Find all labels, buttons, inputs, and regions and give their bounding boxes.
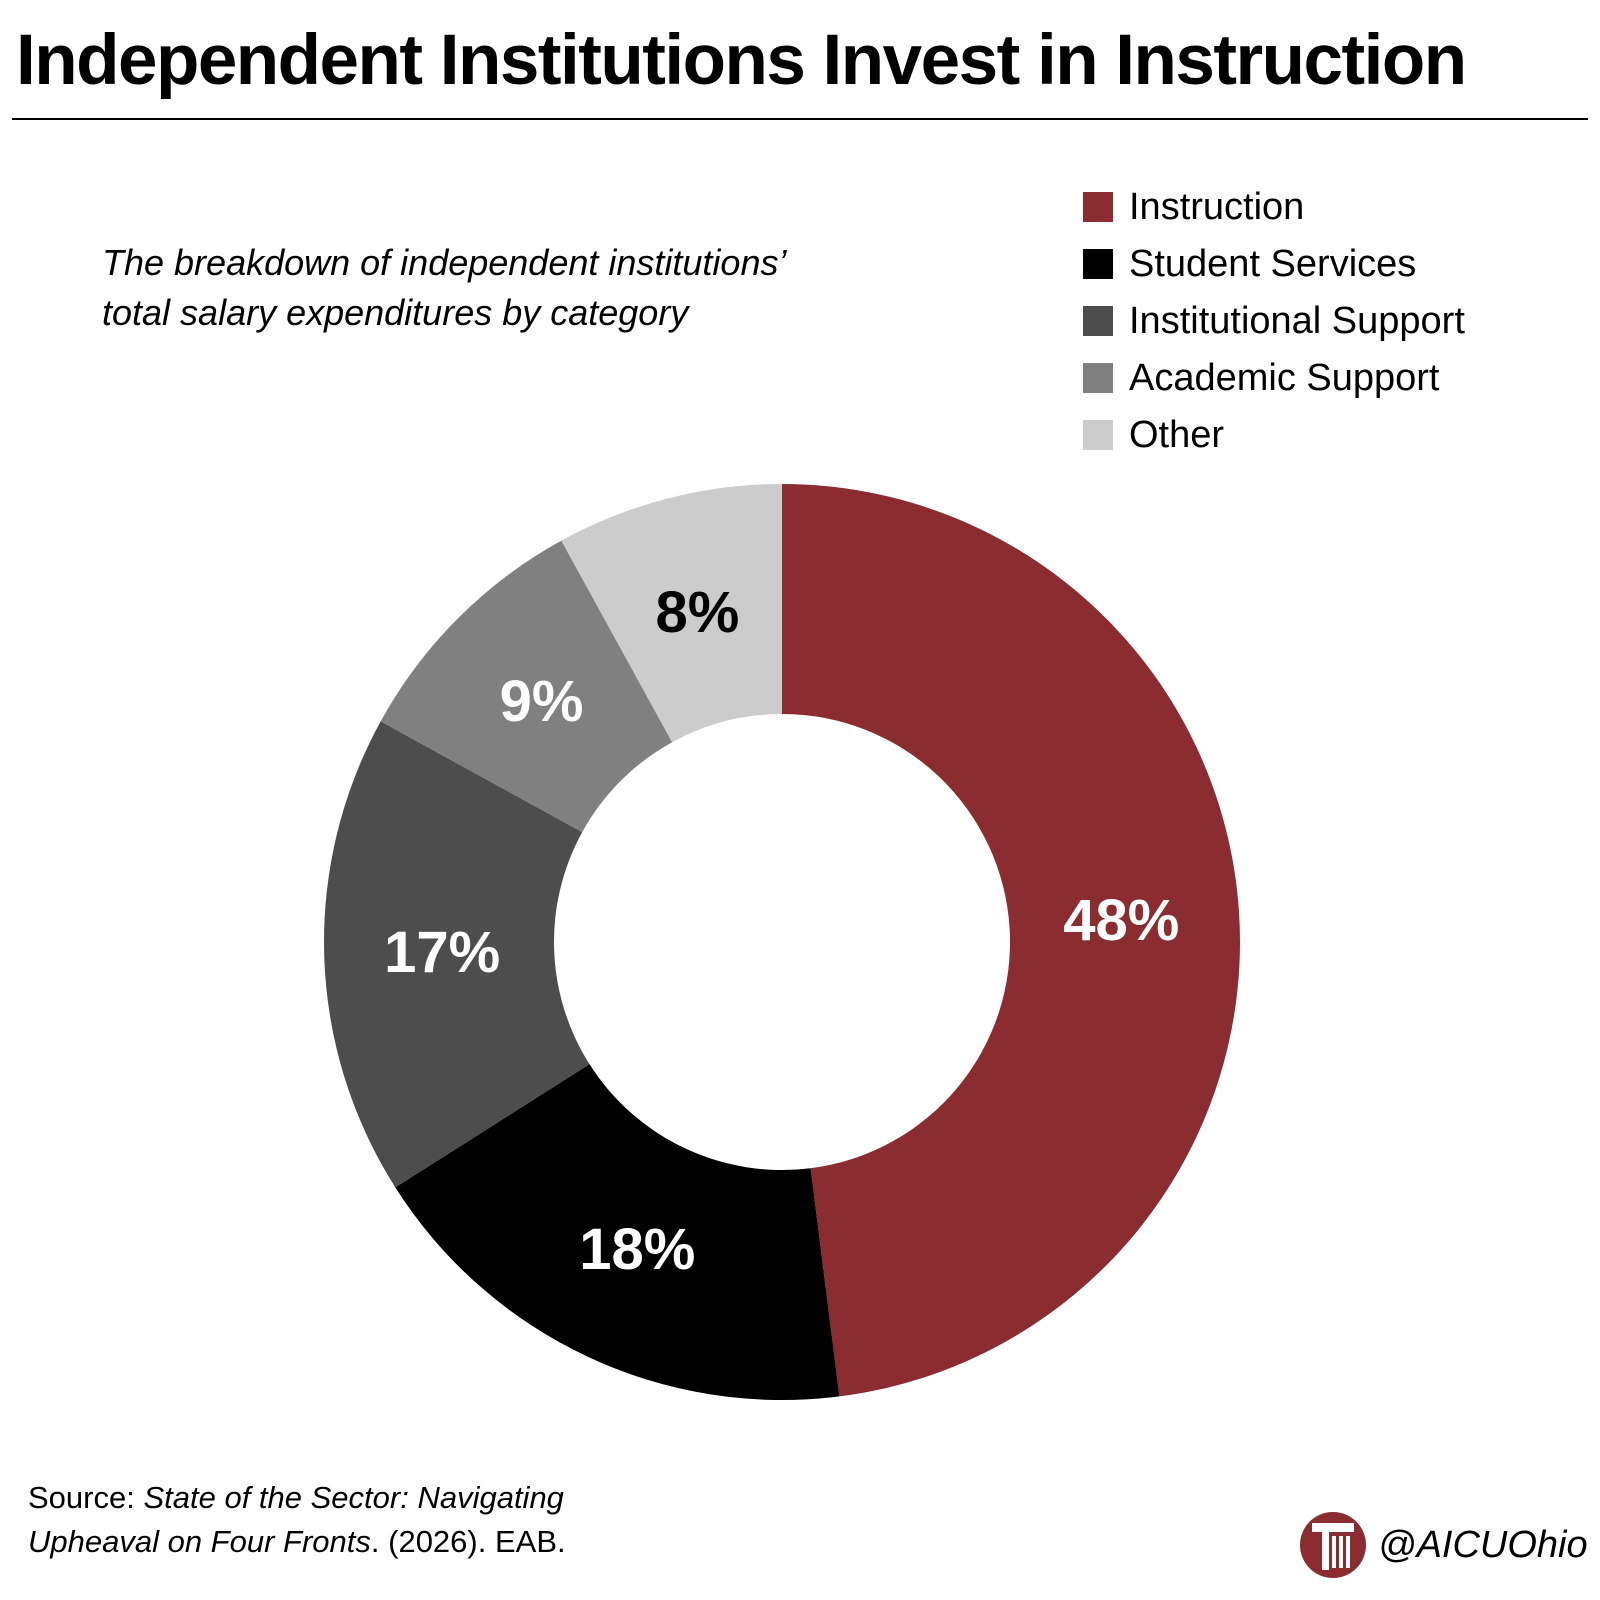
source-title-part-1: State of the Sector: Navigating [143,1480,564,1515]
slice-label-academic-support: 9% [500,669,584,734]
legend-label-other: Other [1129,413,1225,456]
source-line-2: Upheaval on Four Fronts. (2026). EAB. [28,1520,668,1564]
source-citation: Source: State of the Sector: Navigating … [28,1476,668,1564]
legend-item-other: Other [1083,406,1583,463]
chart-subtitle: The breakdown of independent institution… [102,238,922,338]
subtitle-line-2: total salary expenditures by category [102,292,689,333]
aicu-column-logo-icon [1300,1512,1366,1578]
source-suffix: . (2026). EAB. [370,1524,566,1559]
donut-slice-instruction [782,484,1241,1397]
legend-label-student-services: Student Services [1129,242,1417,285]
legend-item-instruction: Instruction [1083,178,1583,235]
slice-label-instruction: 48% [1063,888,1179,953]
chart-legend: Instruction Student Services Institution… [1083,178,1583,463]
brand-footer: @AICUOhio [1298,1510,1588,1580]
legend-swatch-student-services [1083,248,1113,279]
legend-swatch-academic-support [1083,362,1113,393]
source-title-part-2: Upheaval on Four Fronts [28,1524,371,1559]
legend-swatch-instruction [1083,191,1113,222]
donut-slice-student-services [395,1064,840,1400]
legend-swatch-other [1083,419,1113,450]
brand-handle: @AICUOhio [1378,1523,1588,1566]
chart-title: Independent Institutions Invest in Instr… [16,21,1467,100]
source-line-1: Source: State of the Sector: Navigating [28,1476,668,1520]
slice-label-student-services: 18% [579,1217,695,1282]
legend-item-student-services: Student Services [1083,235,1583,292]
legend-item-academic-support: Academic Support [1083,349,1583,406]
source-prefix: Source: [28,1480,144,1515]
donut-slice-academic-support [380,540,673,833]
legend-label-instruction: Instruction [1129,185,1305,228]
donut-slice-other [561,484,782,743]
legend-label-academic-support: Academic Support [1129,356,1440,399]
title-divider [12,118,1588,120]
slice-label-other: 8% [656,580,740,645]
legend-label-institutional-support: Institutional Support [1129,299,1465,342]
subtitle-line-1: The breakdown of independent institution… [102,242,787,283]
legend-item-institutional-support: Institutional Support [1083,292,1583,349]
donut-slice-institutional-support [324,721,590,1188]
slice-label-institutional-support: 17% [384,920,500,985]
legend-swatch-institutional-support [1083,305,1113,336]
